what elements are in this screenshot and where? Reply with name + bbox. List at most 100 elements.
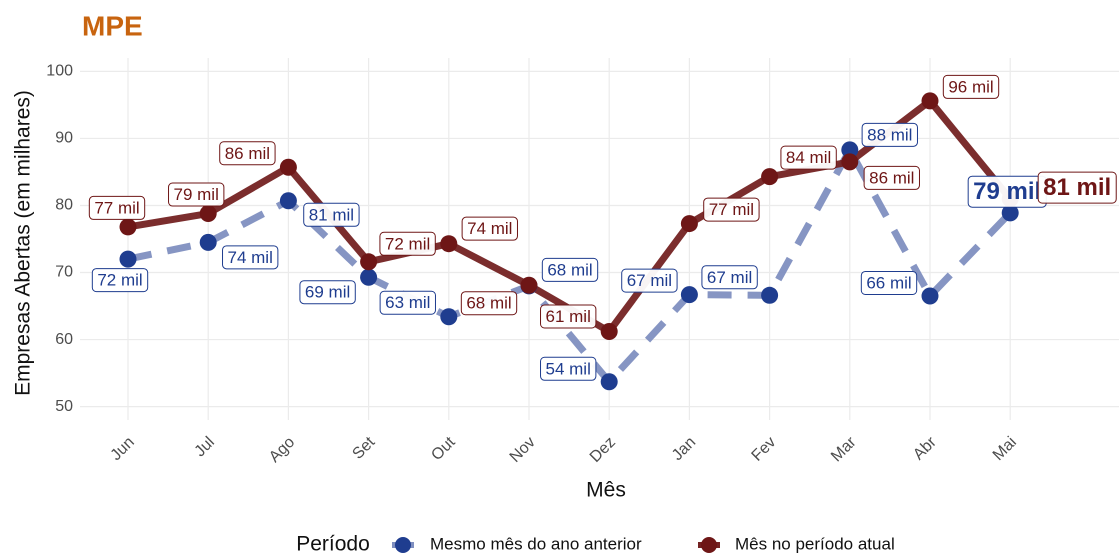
value-label-text: 79 mil <box>174 185 219 204</box>
data-point <box>600 323 618 341</box>
value-label: 81 mil <box>303 202 360 227</box>
value-label-box <box>379 290 436 315</box>
legend-swatch <box>395 537 411 553</box>
value-label: 77 mil <box>703 197 760 222</box>
data-point <box>440 235 458 253</box>
x-axis-label: Mês <box>586 479 626 502</box>
data-point <box>680 286 698 304</box>
data-point <box>921 92 939 110</box>
value-label: 68 mil <box>460 291 518 316</box>
value-label-box <box>540 356 597 381</box>
chart-title: MPE <box>82 10 143 41</box>
value-label: 61 mil <box>540 304 597 329</box>
data-point <box>600 373 618 391</box>
data-point <box>199 233 217 251</box>
value-label-box <box>299 280 356 305</box>
data-point <box>199 205 217 223</box>
value-label-text: 88 mil <box>867 125 912 144</box>
value-label-box <box>860 270 918 295</box>
value-label-text: 84 mil <box>786 148 831 167</box>
legend-label: Mesmo mês do ano anterior <box>430 534 642 553</box>
value-label-text: 72 mil <box>97 271 142 290</box>
value-label-box <box>621 268 678 293</box>
data-point <box>360 268 378 286</box>
value-label-box <box>168 182 225 207</box>
value-label: 72 mil <box>379 231 436 256</box>
value-label-box <box>88 195 146 220</box>
x-tick-label: Abr <box>910 433 940 463</box>
value-label: 69 mil <box>299 280 356 305</box>
value-label-text: 72 mil <box>385 234 430 253</box>
data-point <box>921 287 939 305</box>
x-tick-label: Nov <box>507 434 539 466</box>
data-point <box>841 153 859 171</box>
value-label-text: 68 mil <box>466 294 511 313</box>
points <box>119 92 1019 391</box>
value-label-box <box>942 74 1000 99</box>
value-label: 79 mil <box>967 175 1047 208</box>
value-label-text: 68 mil <box>547 260 592 279</box>
value-label-box <box>703 197 760 222</box>
value-label-text: 54 mil <box>546 359 591 378</box>
value-label-text: 77 mil <box>709 200 754 219</box>
data-point <box>520 276 538 294</box>
value-label: 74 mil <box>461 216 518 241</box>
y-tick-label: 80 <box>55 197 73 214</box>
value-label-box <box>303 202 360 227</box>
value-label: 79 mil <box>168 182 225 207</box>
data-point <box>680 215 698 233</box>
value-label: 67 mil <box>621 268 678 293</box>
x-tick-label: Set <box>349 433 378 462</box>
value-label-text: 86 mil <box>225 144 270 163</box>
value-label-text: 69 mil <box>305 283 350 302</box>
value-label-box <box>540 304 597 329</box>
value-label-box <box>219 141 276 166</box>
data-point <box>761 168 779 186</box>
value-label-text: 74 mil <box>228 248 273 267</box>
y-axis-label: Empresas Abertas (em milhares) <box>12 90 35 396</box>
value-label-text: 81 mil <box>309 205 354 224</box>
value-label: 81 mil <box>1037 171 1117 204</box>
data-point <box>761 286 779 304</box>
value-label-text: 79 mil <box>973 178 1041 205</box>
value-label-text: 86 mil <box>869 168 914 187</box>
data-point <box>360 253 378 271</box>
value-label-text: 66 mil <box>866 273 911 292</box>
value-label: 86 mil <box>219 141 276 166</box>
value-label: 77 mil <box>88 195 146 220</box>
value-label: 67 mil <box>701 265 758 290</box>
series-line <box>127 146 1013 386</box>
legend-title: Período <box>296 533 370 555</box>
value-label: 66 mil <box>860 270 918 295</box>
value-label-box <box>91 268 149 293</box>
value-label: 74 mil <box>222 245 279 270</box>
value-label: 68 mil <box>541 257 599 282</box>
value-label-text: 74 mil <box>467 219 512 238</box>
value-label-box <box>461 216 518 241</box>
value-label: 63 mil <box>379 290 436 315</box>
value-label: 54 mil <box>540 356 597 381</box>
value-label-box <box>701 265 758 290</box>
value-label: 88 mil <box>861 122 918 147</box>
legend-swatch <box>701 537 717 553</box>
x-tick-label: Dez <box>587 434 619 466</box>
value-label-text: 67 mil <box>627 271 672 290</box>
x-tick-label: Jun <box>108 434 138 464</box>
x-tick-label: Fev <box>749 434 780 465</box>
value-label-text: 96 mil <box>948 77 993 96</box>
value-label: 96 mil <box>942 74 1000 99</box>
value-label-text: 61 mil <box>546 307 591 326</box>
value-label-box <box>541 257 599 282</box>
x-tick-label: Mar <box>828 433 860 465</box>
data-point <box>841 141 859 159</box>
value-label-text: 77 mil <box>94 198 139 217</box>
x-tick-label: Out <box>428 433 459 464</box>
value-label: 72 mil <box>91 268 149 293</box>
data-point <box>1001 204 1019 222</box>
value-label: 84 mil <box>780 145 837 170</box>
value-label-text: 63 mil <box>385 293 430 312</box>
y-tick-label: 90 <box>55 130 73 147</box>
x-tick-label: Jul <box>192 434 218 460</box>
value-label-box <box>780 145 837 170</box>
